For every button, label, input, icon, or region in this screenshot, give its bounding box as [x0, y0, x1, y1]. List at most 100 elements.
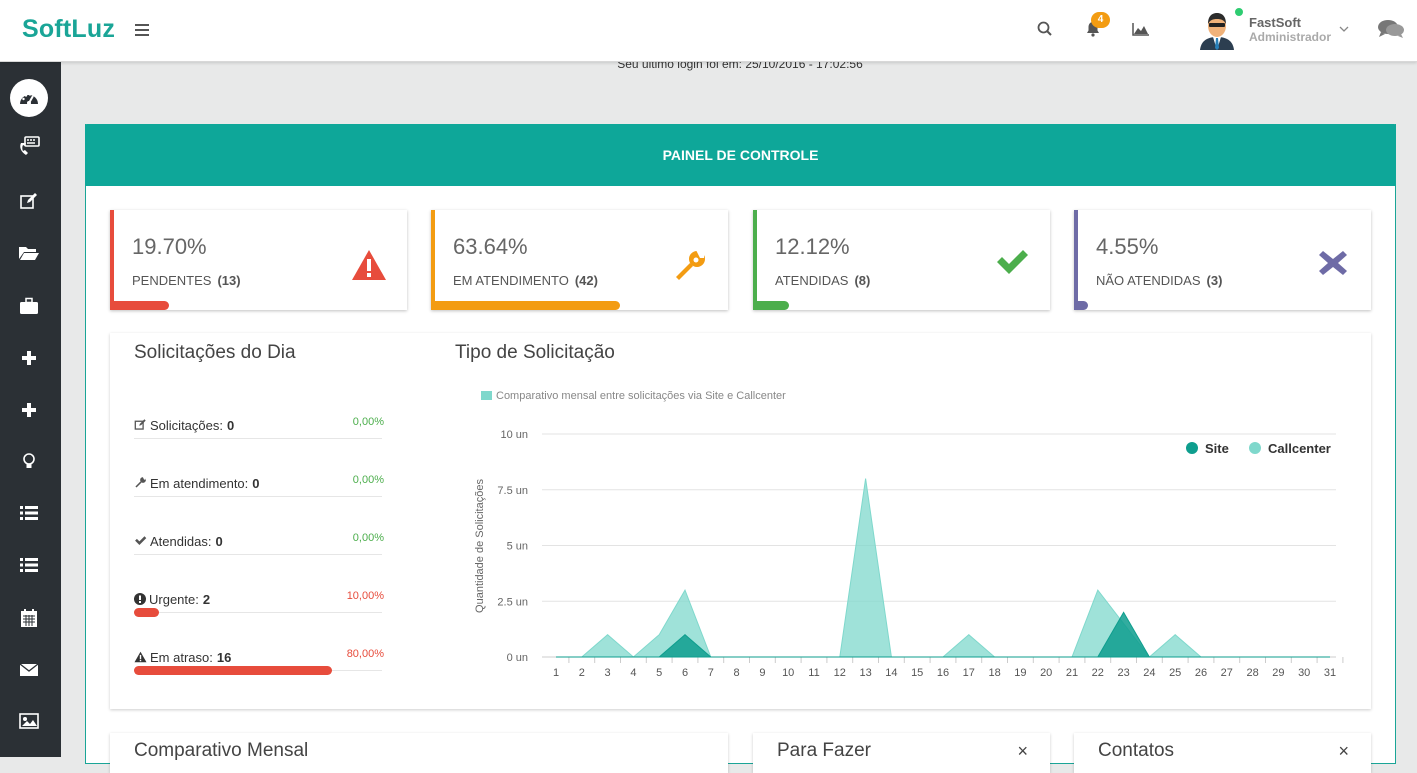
x-tick-label: 9 [759, 667, 765, 679]
x-tick-label: 19 [1014, 667, 1026, 679]
chevron-down-icon[interactable] [1339, 24, 1349, 34]
request-type-title: Tipo de Solicitação [455, 342, 615, 363]
x-tick-label: 10 [782, 667, 794, 679]
x-tick-label: 6 [682, 667, 688, 679]
x-tick-label: 29 [1272, 667, 1284, 679]
x-tick-label: 13 [859, 667, 871, 679]
monthly-comparison-box: Comparativo Mensal [110, 733, 728, 773]
envelope-icon[interactable] [15, 656, 43, 684]
contacts-box: Contatos × [1074, 733, 1371, 773]
charts-box [110, 333, 1371, 709]
x-tick-label: 16 [937, 667, 949, 679]
list-icon[interactable] [15, 499, 43, 527]
y-tick-label: 0 un [507, 652, 528, 664]
close-icon[interactable]: × [1338, 741, 1349, 761]
day-row-label: Urgente: 2 [134, 592, 210, 607]
phone-keyboard-icon[interactable] [15, 132, 43, 160]
x-tick-label: 4 [630, 667, 636, 679]
day-requests-title: Solicitações do Dia [134, 342, 296, 363]
x-tick-label: 17 [963, 667, 975, 679]
x-tick-label: 28 [1246, 667, 1258, 679]
y-tick-label: 5 un [507, 541, 528, 553]
stat-label: ATENDIDAS (8) [775, 273, 871, 288]
plus-icon[interactable] [15, 396, 43, 424]
day-row-progress [134, 608, 159, 617]
list-icon[interactable] [15, 551, 43, 579]
day-row: Em atraso: 16 80,00% [134, 648, 384, 678]
x-tick-label: 25 [1169, 667, 1181, 679]
day-row-track [134, 438, 382, 439]
y-tick-label: 10 un [500, 429, 528, 441]
day-row-percent: 10,00% [346, 590, 384, 602]
check-icon [134, 534, 150, 549]
folder-open-icon[interactable] [15, 239, 43, 267]
monthly-comparison-title: Comparativo Mensal [134, 740, 309, 761]
lightbulb-icon[interactable] [15, 448, 43, 476]
y-tick-label: 2.5 un [497, 596, 528, 608]
legend-swatch [481, 391, 492, 400]
area-chart-icon[interactable] [1131, 20, 1153, 42]
day-row-progress [134, 666, 333, 675]
briefcase-icon[interactable] [15, 292, 43, 320]
x-tick-label: 12 [834, 667, 846, 679]
x-tick-label: 22 [1092, 667, 1104, 679]
stat-progress-bar [110, 301, 169, 310]
todo-title: Para Fazer [777, 740, 871, 761]
day-row-label: Solicitações: 0 [134, 418, 234, 433]
x-tick-label: 3 [605, 667, 611, 679]
stat-progress-bar [431, 301, 620, 310]
stat-card-atendidas[interactable]: 12.12% ATENDIDAS (8) [753, 210, 1050, 310]
day-row: Solicitações: 0 0,00% [134, 416, 384, 446]
legend-callcenter[interactable]: Callcenter [1268, 441, 1331, 456]
times-icon [1315, 248, 1351, 284]
dashboard-icon[interactable] [10, 79, 48, 117]
panel-title: PAINEL DE CONTROLE [85, 124, 1396, 186]
comments-icon[interactable] [1377, 17, 1405, 39]
close-icon[interactable]: × [1017, 741, 1028, 761]
day-row-label: Em atendimento: 0 [134, 476, 260, 491]
search-icon[interactable] [1036, 20, 1058, 42]
x-tick-label: 23 [1117, 667, 1129, 679]
day-row-label: Atendidas: 0 [134, 534, 223, 549]
wrench-icon [672, 248, 708, 284]
top-bar: SoftLuz 4 FastSoft Administrador [0, 0, 1417, 62]
stat-card-pendentes[interactable]: 19.70% PENDENTES (13) [110, 210, 407, 310]
user-name[interactable]: FastSoft [1249, 15, 1301, 30]
stat-label: NÃO ATENDIDAS (3) [1096, 273, 1223, 288]
warning-icon [351, 248, 387, 284]
avatar[interactable] [1198, 10, 1236, 50]
day-row-percent: 0,00% [352, 474, 384, 486]
menu-toggle-icon[interactable] [135, 24, 149, 36]
stat-card-em-atendimento[interactable]: 63.64% EM ATENDIMENTO (42) [431, 210, 728, 310]
calendar-icon[interactable] [15, 604, 43, 632]
day-row-percent: 0,00% [352, 416, 384, 428]
series-area-site[interactable] [556, 611, 1330, 658]
legend-site[interactable]: Site [1205, 441, 1229, 456]
warning-icon [134, 650, 150, 665]
edit-icon[interactable] [15, 187, 43, 215]
x-tick-label: 26 [1195, 667, 1207, 679]
contacts-title: Contatos [1098, 740, 1175, 761]
legend-callcenter-dot [1249, 442, 1261, 454]
day-row: Em atendimento: 0 0,00% [134, 474, 384, 504]
chart-subtitle: Comparativo mensal entre solicitações vi… [496, 390, 786, 402]
x-tick-label: 2 [579, 667, 585, 679]
image-icon[interactable] [15, 707, 43, 735]
x-tick-label: 1 [553, 667, 559, 679]
app-logo[interactable]: SoftLuz [22, 15, 116, 43]
day-row: Urgente: 2 10,00% [134, 590, 384, 620]
check-icon [994, 248, 1030, 284]
stat-percent: 19.70% [132, 234, 207, 259]
day-row-percent: 0,00% [352, 532, 384, 544]
stat-percent: 4.55% [1096, 234, 1159, 259]
day-row-track [134, 612, 382, 613]
stat-percent: 63.64% [453, 234, 528, 259]
stat-card-nao-atendidas[interactable]: 4.55% NÃO ATENDIDAS (3) [1074, 210, 1371, 310]
x-tick-label: 14 [885, 667, 897, 679]
plus-icon[interactable] [15, 344, 43, 372]
series-area-callcenter[interactable] [556, 478, 1330, 658]
x-tick-label: 21 [1066, 667, 1078, 679]
x-tick-label: 27 [1221, 667, 1233, 679]
day-row: Atendidas: 0 0,00% [134, 532, 384, 562]
